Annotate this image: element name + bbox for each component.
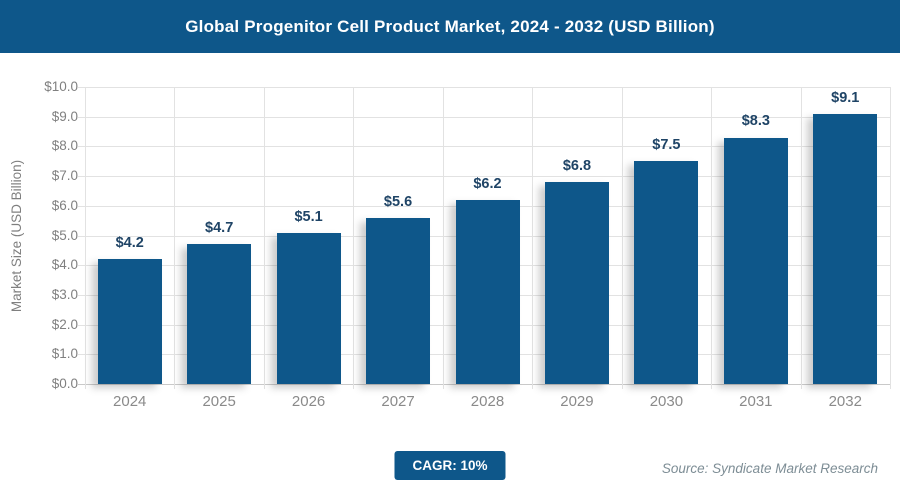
- bar-value-label: $6.2: [473, 175, 502, 192]
- bar-value-label: $7.5: [652, 137, 681, 154]
- y-tick-label: $1.0: [51, 346, 78, 362]
- v-gridline: [174, 87, 176, 389]
- bar-2025: [187, 244, 252, 384]
- bar-value-label: $5.6: [383, 193, 413, 210]
- x-tick-label-2032: 2032: [828, 393, 862, 410]
- bar-2028: [455, 199, 520, 384]
- x-tick-label-2030: 2030: [649, 393, 684, 410]
- y-tick-label: $3.0: [51, 286, 78, 302]
- cagr-badge: CAGR: 10%: [394, 451, 506, 480]
- bar-value-label: $4.2: [115, 235, 144, 252]
- v-gridline: [711, 87, 713, 389]
- y-tick-label: $0.0: [51, 376, 78, 391]
- bar-2032: [813, 113, 878, 384]
- h-gridline: [78, 116, 890, 118]
- x-tick-label-2031: 2031: [739, 393, 773, 410]
- v-gridline: [890, 87, 891, 389]
- v-gridline: [85, 87, 86, 389]
- plot-area: $4.2 $4.7 $5.1 $5.6 $6.2 $6.8 $7.5 $8.3 $9.1: [78, 87, 891, 389]
- chart-header-band: Global Progenitor Cell Product Market, 2…: [0, 0, 900, 53]
- bar-2031: [723, 137, 788, 384]
- h-gridline: [78, 87, 890, 88]
- y-tick-label: $6.0: [51, 197, 78, 213]
- source-attribution: Source: Syndicate Market Research: [661, 461, 878, 476]
- x-tick-label-2027: 2027: [381, 393, 415, 410]
- y-tick-label: $7.0: [51, 168, 78, 184]
- y-tick-label: $9.0: [51, 108, 78, 124]
- x-tick-label-2026: 2026: [291, 393, 326, 410]
- bar-value-label: $4.7: [205, 220, 234, 237]
- y-tick-label: $4.0: [51, 257, 78, 273]
- bar-value-label: $9.1: [831, 89, 860, 106]
- bar-2030: [634, 161, 699, 384]
- v-gridline: [263, 87, 265, 389]
- v-gridline: [800, 87, 802, 389]
- x-axis-line: [78, 384, 890, 385]
- x-tick-label-2029: 2029: [560, 393, 594, 410]
- y-tick-label: $2.0: [51, 316, 78, 332]
- bar-2029: [544, 182, 609, 384]
- y-tick-label: $10.0: [44, 79, 78, 94]
- bar-2026: [276, 232, 341, 384]
- v-gridline: [621, 87, 623, 389]
- h-gridline: [78, 176, 890, 178]
- x-tick-label-2028: 2028: [470, 393, 505, 410]
- x-tick-label-2025: 2025: [202, 393, 236, 410]
- y-tick-label: $5.0: [51, 227, 78, 243]
- bar-value-label: $8.3: [741, 113, 770, 130]
- v-gridline: [442, 87, 444, 389]
- v-gridline: [353, 87, 355, 389]
- h-gridline: [78, 146, 890, 148]
- bar-value-label: $5.1: [294, 208, 323, 225]
- chart-title: Global Progenitor Cell Product Market, 2…: [185, 16, 715, 36]
- v-gridline: [532, 87, 534, 389]
- bar-2024: [97, 259, 162, 384]
- bar-value-label: $6.8: [562, 158, 592, 175]
- bar-2027: [366, 217, 431, 384]
- y-tick-label: $8.0: [51, 138, 78, 154]
- x-tick-label-2024: 2024: [113, 393, 147, 410]
